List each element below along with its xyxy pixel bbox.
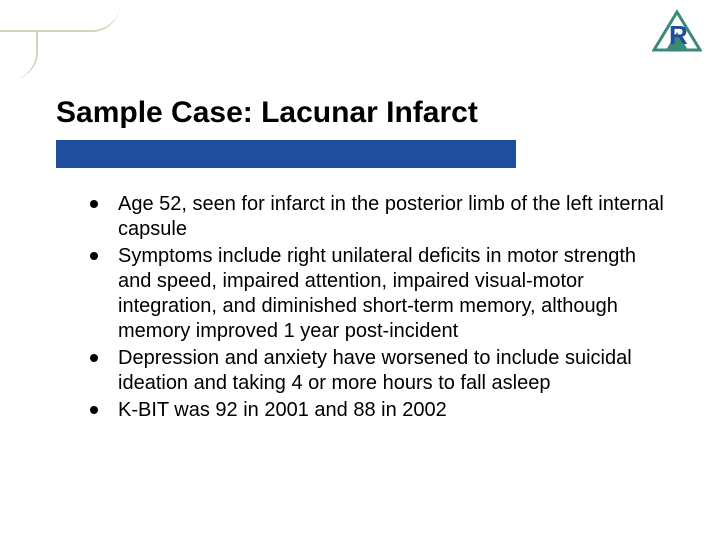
title-underline-bar [56,140,516,168]
bullet-text: Age 52, seen for infarct in the posterio… [118,192,664,242]
bullet-icon [90,406,98,414]
list-item: Age 52, seen for infarct in the posterio… [90,192,664,242]
bullet-icon [90,200,98,208]
list-item: Symptoms include right unilateral defici… [90,244,664,344]
bullet-list: Age 52, seen for infarct in the posterio… [90,192,664,425]
bullet-icon [90,252,98,260]
logo: R [652,6,702,56]
svg-text:R: R [669,20,688,50]
bullet-icon [90,354,98,362]
title-area: Sample Case: Lacunar Infarct [56,96,680,168]
corner-frame [0,0,120,80]
slide-title: Sample Case: Lacunar Infarct [56,96,680,130]
list-item: Depression and anxiety have worsened to … [90,346,664,396]
list-item: K-BIT was 92 in 2001 and 88 in 2002 [90,398,664,423]
bullet-text: Symptoms include right unilateral defici… [118,244,664,344]
bullet-text: K-BIT was 92 in 2001 and 88 in 2002 [118,398,447,423]
bullet-text: Depression and anxiety have worsened to … [118,346,664,396]
